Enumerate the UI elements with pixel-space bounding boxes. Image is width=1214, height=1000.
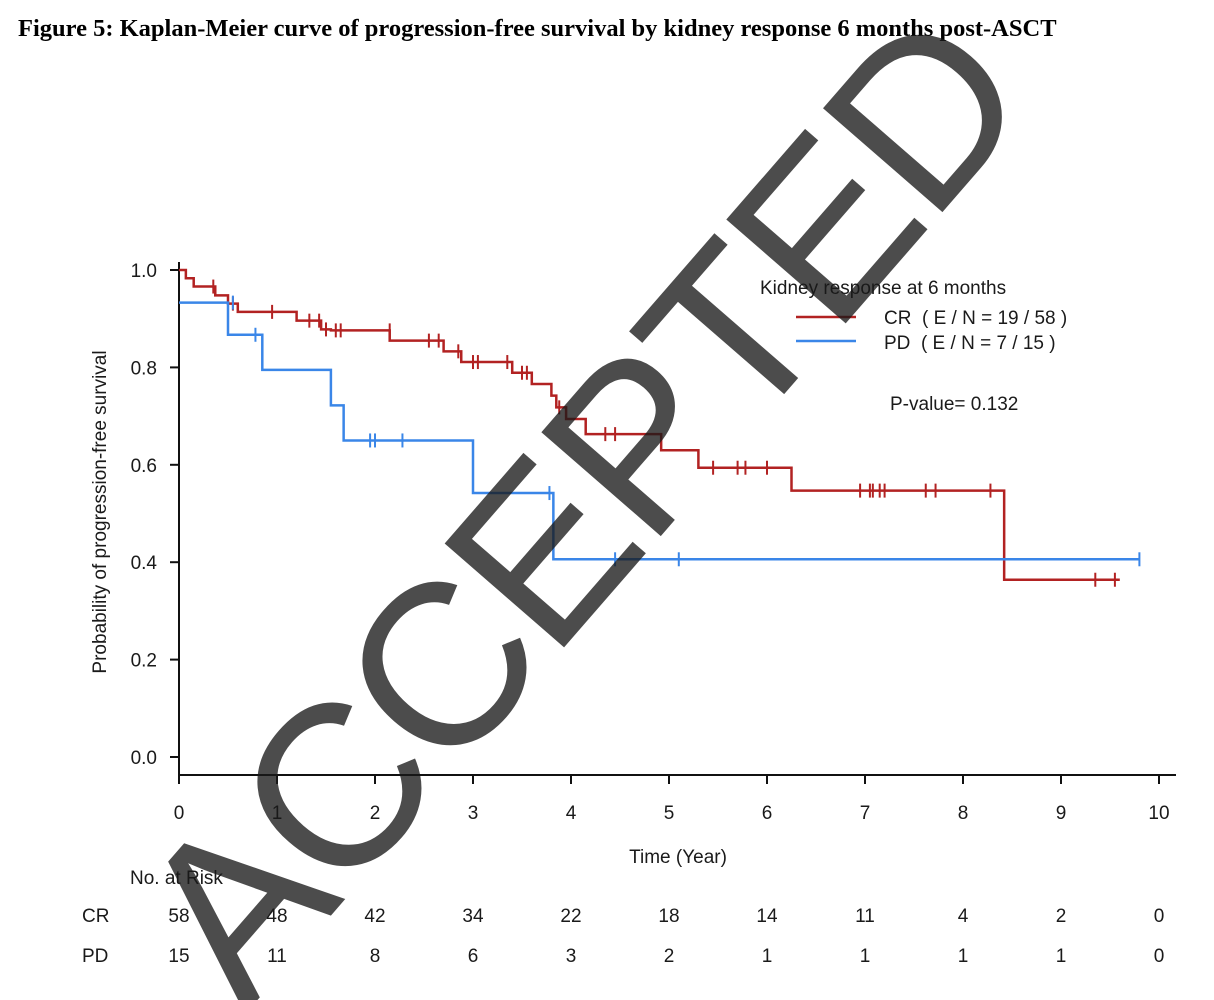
x-tick-label: 2 xyxy=(370,803,381,824)
legend-title: Kidney response at 6 months xyxy=(760,278,1006,299)
risk-cell: 1 xyxy=(762,946,773,967)
risk-cell: 34 xyxy=(462,906,484,927)
risk-cell: 3 xyxy=(566,946,577,967)
x-tick-label: 7 xyxy=(860,803,871,824)
risk-cell: 1 xyxy=(1056,946,1067,967)
y-tick-label: 0.0 xyxy=(131,748,157,769)
risk-row-label: PD xyxy=(82,946,108,967)
x-tick-label: 8 xyxy=(958,803,969,824)
risk-table-header: No. at Risk xyxy=(130,868,223,889)
figure-title: Figure 5: Kaplan-Meier curve of progress… xyxy=(18,15,1057,42)
km-curve-cr xyxy=(179,268,1120,581)
series-pd xyxy=(179,295,1141,567)
y-tick-label: 1.0 xyxy=(131,261,157,282)
risk-table: No. at Risk CR 58 48 42 34 22 18 14 11 4 2 0PD 15 11 8… xyxy=(82,868,1164,967)
risk-cell: 1 xyxy=(958,946,969,967)
risk-cell: 6 xyxy=(468,946,479,967)
risk-cell: 15 xyxy=(168,946,189,967)
risk-cell: 42 xyxy=(364,906,385,927)
chart-axes: 0 1 2 3 4 5 6 7 8 9 10 0.0 0.2 0.4 0.6 0.8 1.0 xyxy=(131,261,1176,824)
risk-cell: 0 xyxy=(1154,946,1165,967)
chart-series xyxy=(179,268,1141,587)
risk-cell: 0 xyxy=(1154,906,1165,927)
risk-cell: 11 xyxy=(267,946,287,967)
risk-cell: 1 xyxy=(860,946,871,967)
y-tick-label: 0.6 xyxy=(131,456,157,477)
risk-row-label: CR xyxy=(82,906,109,927)
x-tick-label: 10 xyxy=(1148,803,1169,824)
y-axis-label: Probability of progression-free survival xyxy=(90,350,111,673)
x-tick-label: 4 xyxy=(566,803,577,824)
risk-cell: 14 xyxy=(756,906,778,927)
risk-cell: 2 xyxy=(1056,906,1067,927)
risk-cell: 48 xyxy=(266,906,287,927)
x-tick-label: 9 xyxy=(1056,803,1067,824)
x-tick-label: 1 xyxy=(272,803,283,824)
x-axis-label: Time (Year) xyxy=(629,847,727,868)
x-tick-label: 0 xyxy=(174,803,185,824)
watermark: ACCEPTED xyxy=(88,0,1072,1000)
series-cr xyxy=(179,268,1120,587)
y-tick-label: 0.8 xyxy=(131,358,157,379)
risk-cell: 4 xyxy=(958,906,969,927)
y-tick-label: 0.2 xyxy=(131,651,157,672)
x-tick-label: 3 xyxy=(468,803,479,824)
legend-entry-cr: CR ( E / N = 19 / 58 ) xyxy=(884,308,1067,329)
risk-cell: 18 xyxy=(658,906,679,927)
legend: Kidney response at 6 months CR ( E / N =… xyxy=(760,278,1067,354)
p-value-annotation: P-value= 0.132 xyxy=(890,394,1018,415)
risk-cell: 11 xyxy=(855,906,875,927)
x-tick-label: 5 xyxy=(664,803,675,824)
risk-cell: 2 xyxy=(664,946,675,967)
x-tick-label: 6 xyxy=(762,803,773,824)
risk-cell: 58 xyxy=(168,906,189,927)
risk-cell: 22 xyxy=(560,906,581,927)
km-curve-pd xyxy=(179,301,1140,561)
y-tick-label: 0.4 xyxy=(131,553,158,574)
risk-cell: 8 xyxy=(370,946,381,967)
legend-entry-pd: PD ( E / N = 7 / 15 ) xyxy=(884,333,1056,354)
